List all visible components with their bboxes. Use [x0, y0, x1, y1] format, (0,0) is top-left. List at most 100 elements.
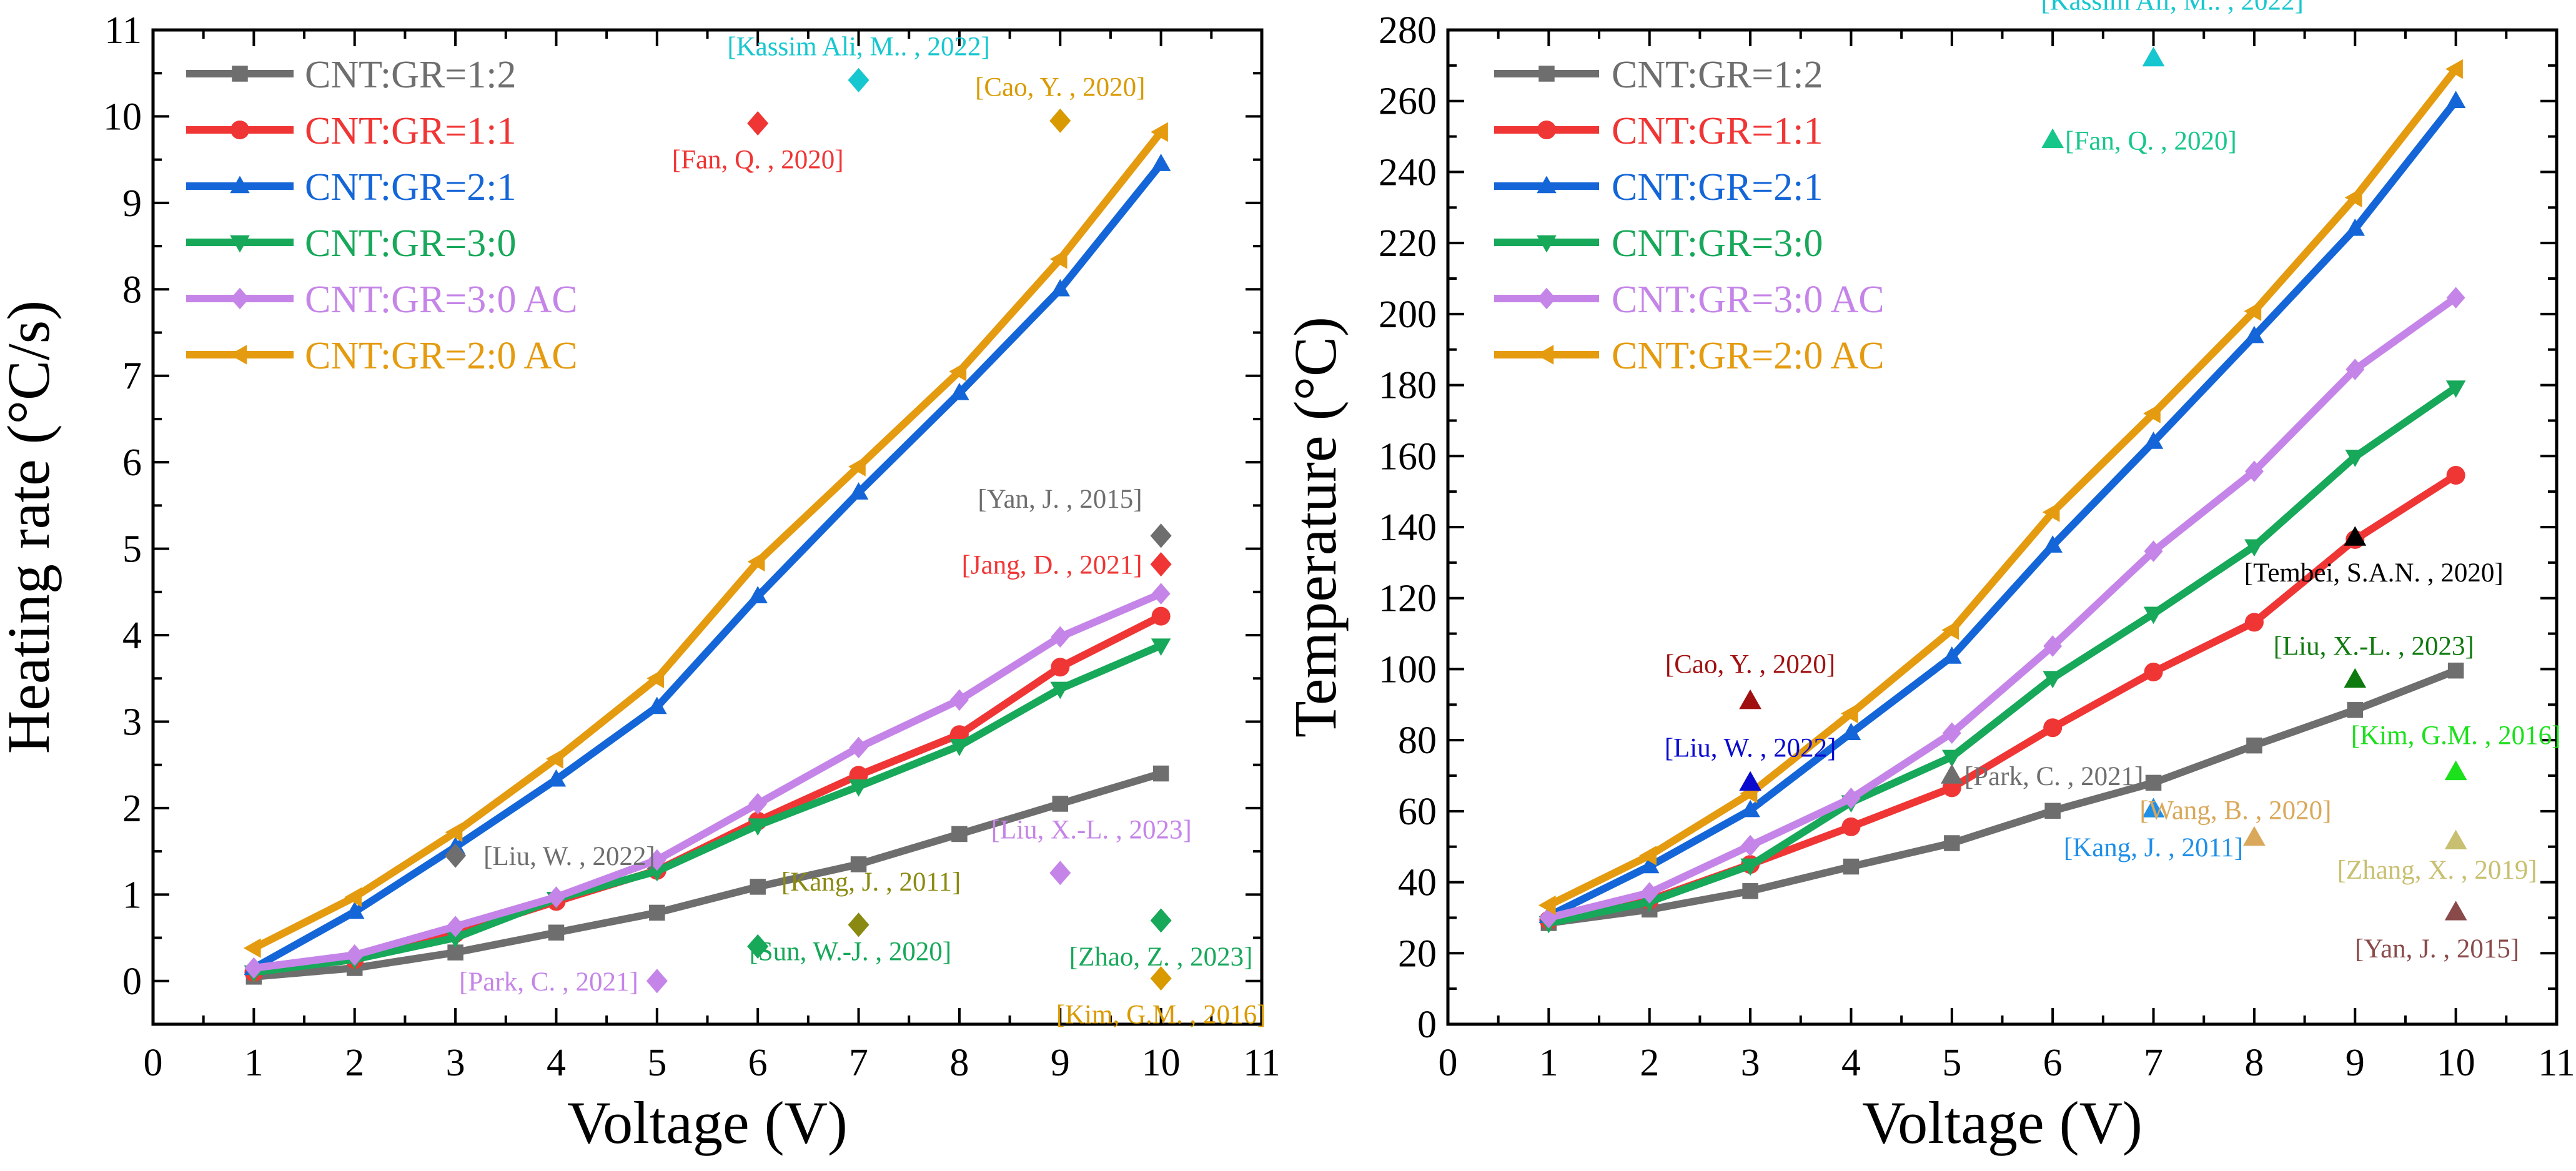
y-tick-label: 11 [104, 9, 142, 52]
x-tick-label: 2 [1640, 1042, 1659, 1084]
data-point [2144, 662, 2163, 681]
data-point [2344, 187, 2362, 208]
y-tick-label: 0 [1417, 1004, 1437, 1046]
reference-label: [Cao, Y. , 2020] [975, 72, 1145, 102]
data-point [2043, 635, 2063, 657]
data-point [2143, 606, 2164, 625]
reference-label: [Fan, Q. , 2020] [672, 146, 844, 175]
x-tick-label: 9 [1051, 1042, 1070, 1084]
data-point [1639, 846, 1657, 866]
data-point [2244, 460, 2264, 482]
data-point [2043, 535, 2063, 553]
reference-label: [Fan, Q. , 2020] [2065, 126, 2237, 156]
reference-label: [Kim, G.M. , 2016] [2351, 721, 2561, 750]
reference-label: [Jang, D. , 2021] [962, 551, 1142, 580]
x-tick-label: 1 [244, 1042, 264, 1084]
data-point [1151, 154, 1171, 171]
y-tick-label: 5 [122, 528, 142, 571]
legend-marker [230, 287, 249, 310]
data-point [1151, 638, 1171, 656]
legend-marker [1537, 235, 1557, 253]
reference-marker [848, 67, 869, 92]
data-point [748, 586, 768, 603]
legend-label: CNT:GR=2:0 AC [1612, 335, 1885, 377]
data-point [2446, 465, 2465, 485]
legend-marker [229, 345, 247, 365]
x-tick-label: 5 [1942, 1042, 1961, 1084]
data-point [2043, 718, 2063, 738]
x-tick-label: 11 [1243, 1042, 1281, 1084]
series-line-5 [1545, 294, 2460, 922]
reference-marker [1150, 551, 1172, 577]
reference-marker [646, 969, 668, 994]
reference-marker [747, 934, 769, 959]
data-point [1841, 817, 1861, 836]
series-line-4 [1545, 383, 2460, 927]
x-tick-label: 0 [144, 1042, 163, 1084]
data-point [1050, 681, 1071, 699]
data-point [244, 957, 264, 979]
data-point [949, 689, 969, 711]
reference-label: [Liu, W. , 2022] [1665, 733, 1836, 763]
legend-marker [230, 121, 249, 139]
x-axis-title: Voltage (V) [1862, 1089, 2143, 1156]
reference-label: [Liu, X.-L. , 2023] [2274, 631, 2474, 661]
legend-marker [1537, 175, 1557, 194]
data-point [1841, 723, 1861, 741]
y-tick-label: 2 [122, 788, 142, 830]
data-point [446, 916, 465, 937]
y-tick-label: 80 [1398, 719, 1437, 762]
series-line-6 [250, 128, 1165, 952]
reference-label: [Tembei, S.A.N. , 2020] [2244, 558, 2504, 588]
data-point [2145, 774, 2162, 791]
x-tick-label: 6 [2043, 1042, 2063, 1084]
legend-label: CNT:GR=1:2 [1612, 54, 1823, 96]
legend-marker [1538, 66, 1555, 82]
data-point [1538, 895, 1556, 916]
legend-marker [232, 66, 248, 82]
reference-marker [2142, 46, 2165, 67]
y-tick-label: 100 [1379, 648, 1437, 691]
x-tick-label: 2 [345, 1042, 364, 1084]
reference-marker [2142, 798, 2165, 818]
y-tick-label: 120 [1379, 578, 1437, 620]
data-point [848, 482, 869, 500]
data-point [1942, 722, 1961, 744]
data-point [747, 551, 765, 572]
y-tick-label: 7 [122, 355, 142, 398]
data-point [647, 849, 666, 871]
legend-marker [1537, 287, 1556, 310]
data-point [647, 696, 667, 714]
reference-marker [1049, 108, 1071, 133]
series-line-5 [250, 590, 1165, 972]
data-point [1049, 249, 1068, 269]
series-line-4 [250, 641, 1165, 976]
x-tick-label: 7 [849, 1042, 868, 1084]
legend-marker [230, 175, 250, 194]
reference-label: [Kassim Ali, M.. , 2022] [727, 32, 989, 61]
reference-label: [Kang, J. , 2011] [781, 867, 961, 897]
reference-marker [2444, 829, 2467, 849]
data-point [1151, 122, 1168, 142]
data-point [2445, 380, 2466, 398]
y-tick-label: 0 [122, 961, 142, 1003]
data-point [1151, 606, 1171, 626]
reference-label: [Yan, J. , 2015] [2355, 934, 2519, 964]
data-point [2445, 59, 2463, 79]
x-tick-label: 9 [2346, 1042, 2365, 1084]
data-point [1944, 835, 1960, 851]
reference-label: [Yan, J. , 2015] [978, 485, 1142, 514]
reference-marker [2344, 526, 2367, 546]
data-point [1843, 858, 1860, 875]
reference-marker [2444, 901, 2467, 921]
data-point [1051, 626, 1070, 648]
data-point [949, 382, 969, 400]
series-line-3 [1545, 97, 2460, 920]
reference-marker [1150, 523, 1172, 548]
reference-label: [Kang, J. , 2011] [2064, 833, 2243, 862]
x-tick-label: 7 [2144, 1042, 2163, 1084]
data-point [1151, 583, 1171, 605]
data-point [445, 931, 465, 949]
x-tick-label: 4 [1841, 1042, 1861, 1084]
data-point [1841, 788, 1861, 809]
